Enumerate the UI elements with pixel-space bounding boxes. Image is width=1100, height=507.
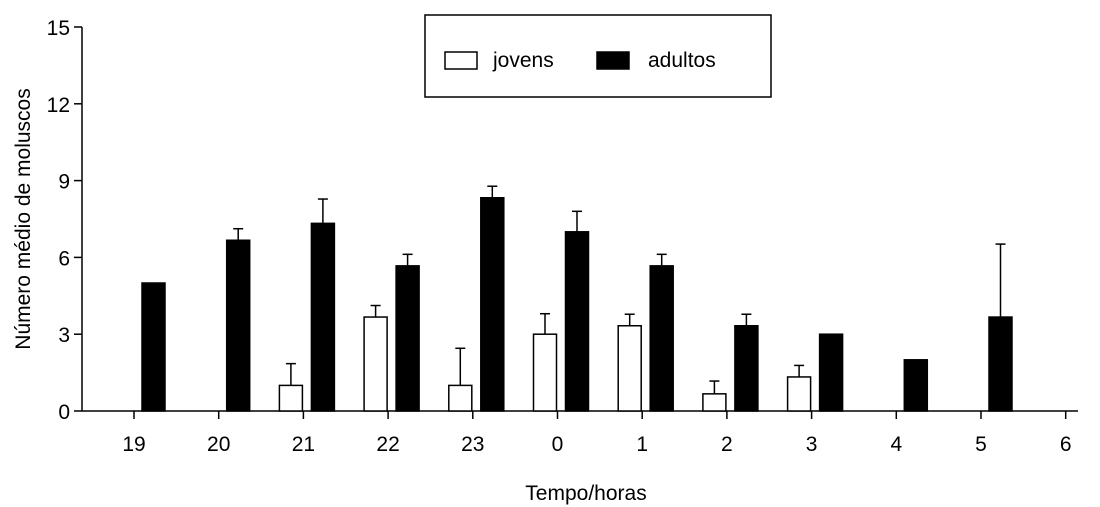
y-tick-label: 6 [58, 247, 70, 270]
legend-swatch-adultos [596, 51, 630, 70]
bar-jovens [702, 393, 727, 412]
x-tick-label: 23 [461, 433, 484, 456]
x-tick-label: 3 [806, 433, 818, 456]
x-tick-label: 6 [1060, 433, 1072, 456]
y-tick-label: 12 [47, 94, 70, 117]
x-tick-label: 4 [890, 433, 902, 456]
legend-label-adultos: adultos [648, 49, 716, 72]
bar-adultos [818, 333, 844, 412]
bar-adultos [141, 282, 166, 412]
y-tick-label: 0 [58, 401, 70, 424]
bar-adultos [649, 265, 674, 412]
y-tick-label: 3 [58, 324, 70, 347]
bar-jovens [786, 376, 812, 412]
x-tick-label: 5 [975, 433, 987, 456]
x-tick-label: 22 [376, 433, 399, 456]
bar-jovens [278, 384, 304, 412]
x-tick-label: 2 [721, 433, 733, 456]
bar-jovens [617, 325, 642, 412]
bar-adultos [734, 325, 759, 412]
bar-adultos [903, 359, 929, 412]
x-axis-title: Tempo/horas [525, 482, 646, 505]
bar-jovens [448, 384, 473, 412]
bar-jovens [532, 333, 558, 412]
bar-adultos [310, 222, 336, 412]
y-tick-label: 9 [58, 171, 70, 194]
bar-adultos [225, 239, 251, 412]
x-tick-label: 1 [636, 433, 648, 456]
legend-label-jovens: jovens [492, 49, 554, 72]
bar-adultos [988, 316, 1013, 412]
bar-adultos [564, 231, 590, 412]
x-axis: 19 20 21 22 23 0 1 2 3 4 5 6 [82, 410, 1078, 456]
x-tick-label: 19 [122, 433, 145, 456]
x-tick-label: 0 [552, 433, 564, 456]
y-tick-label: 15 [47, 17, 70, 40]
bar-adultos [480, 197, 505, 412]
legend: jovens adultos [424, 14, 772, 98]
bar-adultos [395, 265, 420, 412]
y-axis: 0 3 6 9 12 15 [47, 17, 83, 424]
x-tick-label: 21 [292, 433, 315, 456]
x-tick-label: 20 [207, 433, 230, 456]
y-axis-title: Número médio de moluscos [12, 88, 35, 349]
bars [141, 185, 1013, 412]
bar-jovens [363, 316, 388, 412]
legend-swatch-jovens [444, 51, 478, 70]
